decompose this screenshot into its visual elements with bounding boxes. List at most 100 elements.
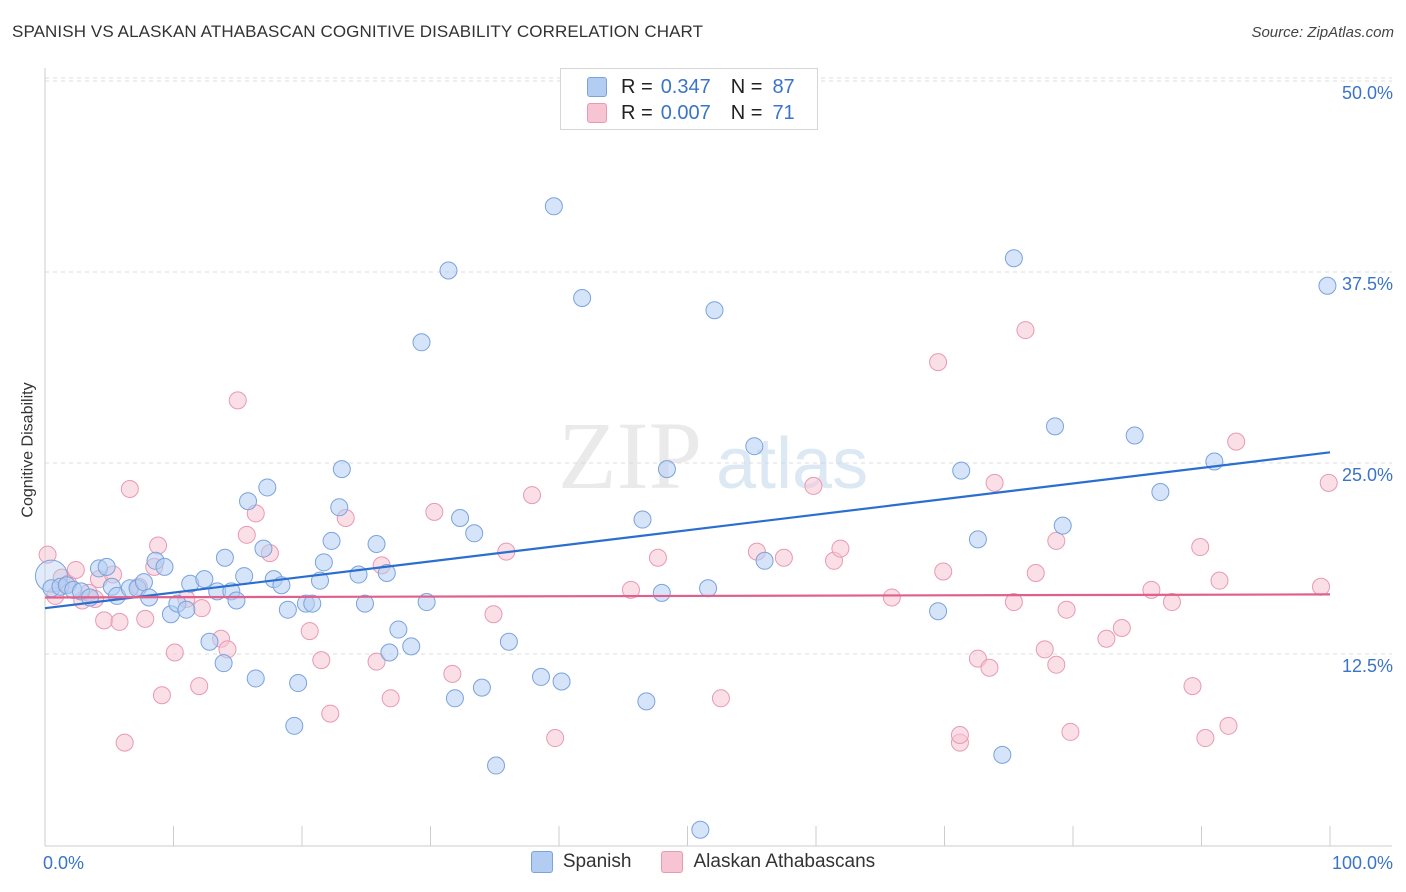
data-point-spanish: [278, 600, 297, 619]
watermark-zip: ZIP: [558, 402, 702, 509]
data-point-athabascan: [1227, 432, 1246, 451]
data-point-athabascan: [115, 733, 134, 752]
data-point-athabascan: [1183, 677, 1202, 696]
data-point-athabascan: [484, 605, 503, 624]
legend-item-spanish: Spanish: [530, 851, 631, 873]
data-point-athabascan: [1312, 577, 1331, 596]
legend-swatch-spanish: [530, 851, 553, 873]
data-point-spanish: [1151, 483, 1170, 502]
data-point-spanish: [1046, 417, 1065, 436]
data-point-athabascan: [1196, 729, 1215, 748]
y-tick-label: 37.5%: [1342, 274, 1393, 294]
data-point-athabascan: [1319, 473, 1338, 492]
y-axis-label-wrap: Cognitive Disability: [0, 350, 58, 550]
legend-r-value: 0.007: [660, 101, 711, 124]
data-point-athabascan: [1112, 619, 1131, 638]
legend-n-label: N =: [730, 101, 763, 124]
data-point-spanish: [1125, 426, 1144, 445]
trend-line-spanish: [44, 451, 1331, 610]
data-point-spanish: [195, 570, 214, 589]
data-point-athabascan: [929, 353, 948, 372]
data-point-spanish: [544, 197, 563, 216]
data-point-spanish: [532, 667, 551, 686]
y-axis-label: Cognitive Disability: [20, 382, 38, 518]
data-point-spanish: [303, 594, 322, 613]
data-point-athabascan: [648, 548, 667, 567]
data-point-athabascan: [312, 651, 331, 670]
data-point-spanish: [246, 669, 265, 688]
data-point-athabascan: [425, 502, 444, 521]
legend-swatch-spanish: [587, 77, 607, 97]
x-tick-label-start: 0.0%: [43, 853, 84, 873]
data-point-spanish: [968, 530, 987, 549]
data-point-spanish: [285, 716, 304, 735]
data-point-spanish: [1318, 276, 1337, 295]
data-point-spanish: [499, 632, 518, 651]
legend-n-value: 71: [772, 101, 795, 124]
data-point-athabascan: [110, 612, 129, 631]
legend-item-athabascan: Alaskan Athabascans: [661, 851, 875, 873]
data-point-spanish: [637, 692, 656, 711]
data-point-athabascan: [95, 611, 114, 630]
data-point-spanish: [472, 678, 491, 697]
data-point-athabascan: [1057, 600, 1076, 619]
legend-n-value: 87: [772, 75, 795, 98]
data-point-athabascan: [66, 560, 85, 579]
data-point-athabascan: [546, 729, 565, 748]
axes: [44, 68, 1392, 847]
legend-label-athabascan: Alaskan Athabascans: [693, 851, 876, 872]
data-point-spanish: [134, 573, 153, 592]
data-point-spanish: [332, 460, 351, 479]
legend-row-athabascan: R = 0.007 N = 71: [587, 101, 795, 125]
data-point-athabascan: [136, 609, 155, 628]
data-point-spanish: [215, 548, 234, 567]
data-point-athabascan: [1097, 629, 1116, 648]
legend-r-label: R =: [621, 101, 653, 124]
data-point-spanish: [258, 478, 277, 497]
watermark-atlas: atlas: [716, 424, 868, 504]
data-point-spanish: [214, 654, 233, 673]
data-point-spanish: [200, 632, 219, 651]
data-point-spanish: [657, 460, 676, 479]
legend-r-label: R =: [621, 75, 653, 98]
data-point-athabascan: [1016, 321, 1035, 340]
data-point-spanish: [1004, 249, 1023, 268]
data-point-athabascan: [443, 664, 462, 683]
y-tick-label: 25.0%: [1342, 465, 1393, 485]
data-point-spanish: [633, 510, 652, 529]
data-point-athabascan: [1061, 722, 1080, 741]
data-point-spanish: [705, 301, 724, 320]
data-point-athabascan: [1035, 640, 1054, 659]
data-point-athabascan: [1026, 564, 1045, 583]
data-point-spanish: [755, 551, 774, 570]
data-point-athabascan: [38, 545, 57, 564]
y-tick-label: 50.0%: [1342, 83, 1393, 103]
legend-row-spanish: R = 0.347 N = 87: [587, 75, 795, 99]
source-label: Source: ZipAtlas.com: [1251, 24, 1394, 41]
legend-top: R = 0.347 N = 87 R = 0.007 N = 71: [560, 68, 818, 130]
data-point-spanish: [289, 674, 308, 693]
data-point-spanish: [745, 437, 764, 456]
data-point-athabascan: [165, 643, 184, 662]
data-point-spanish: [691, 820, 710, 839]
data-point-athabascan: [950, 725, 969, 744]
data-point-spanish: [439, 261, 458, 280]
data-point-athabascan: [1047, 531, 1066, 550]
data-point-athabascan: [621, 580, 640, 599]
tick-labels: 12.5% 25.0% 37.5% 50.0% 0.0% 100.0%: [43, 83, 1393, 873]
data-point-athabascan: [367, 652, 386, 671]
data-point-athabascan: [934, 562, 953, 581]
data-point-spanish: [367, 534, 386, 553]
chart-title: SPANISH VS ALASKAN ATHABASCAN COGNITIVE …: [12, 22, 704, 41]
data-point-spanish: [377, 564, 396, 583]
data-point-spanish: [239, 492, 258, 511]
data-point-spanish: [380, 643, 399, 662]
data-point-spanish: [227, 591, 246, 610]
data-point-athabascan: [980, 658, 999, 677]
data-point-athabascan: [228, 391, 247, 410]
legend-r-value: 0.347: [660, 75, 711, 98]
data-point-spanish: [652, 583, 671, 602]
data-point-spanish: [330, 498, 349, 517]
legend-n-label: N =: [730, 75, 763, 98]
